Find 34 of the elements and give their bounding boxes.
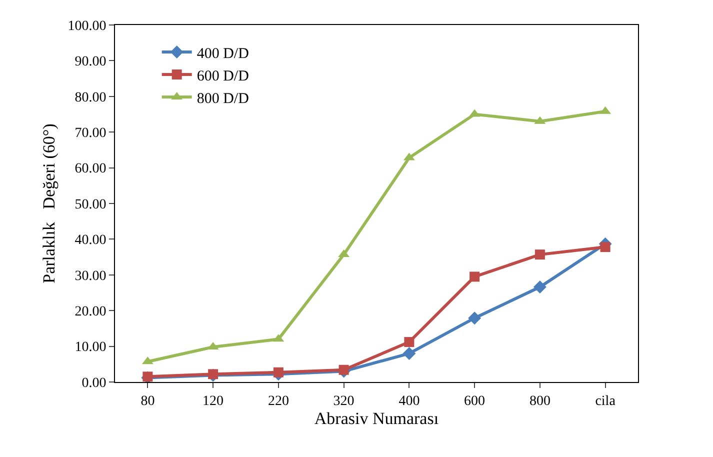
y-tick-label: 70.00	[74, 126, 106, 141]
y-tick-label: 40.00	[74, 233, 106, 248]
point	[534, 250, 545, 260]
x-tick-label: 600	[464, 394, 486, 409]
x-tick-label: 800	[529, 394, 550, 409]
point	[402, 346, 416, 360]
y-tick-label: 0.00	[82, 376, 106, 391]
y-tick-label: 60.00	[74, 162, 106, 177]
point	[208, 369, 218, 380]
point	[600, 242, 610, 252]
y-tick-label: 10.00	[74, 340, 106, 356]
legend-label: 800 D/D	[196, 90, 250, 107]
point	[273, 367, 284, 378]
x-tick-label: cila	[595, 394, 616, 409]
x-tick-label: 120	[202, 394, 224, 409]
x-tick-label: 320	[333, 394, 354, 409]
y-tick-label: 90.00	[74, 54, 106, 70]
point	[533, 280, 546, 294]
y-tick-label: 30.00	[74, 268, 106, 284]
y-tick-label: 50.00	[74, 197, 106, 212]
point	[338, 364, 349, 375]
point	[470, 272, 480, 282]
point	[404, 337, 414, 348]
x-tick-label: 220	[268, 394, 289, 409]
x-tick-label: 400	[398, 394, 420, 409]
legend-label: 400 D/D	[196, 46, 250, 62]
y-axis-title: Parlaklık Değeri (60°)	[39, 124, 58, 284]
legend-label: 600 D/D	[196, 68, 250, 84]
x-tick-label: 80	[140, 394, 155, 409]
point	[468, 312, 482, 325]
y-tick-label: 80.00	[74, 90, 106, 106]
x-axis-title: Abrasiv Numarası	[314, 409, 439, 428]
y-tick-label: 20.00	[74, 304, 106, 320]
y-tick-label: 100.00	[68, 18, 106, 34]
